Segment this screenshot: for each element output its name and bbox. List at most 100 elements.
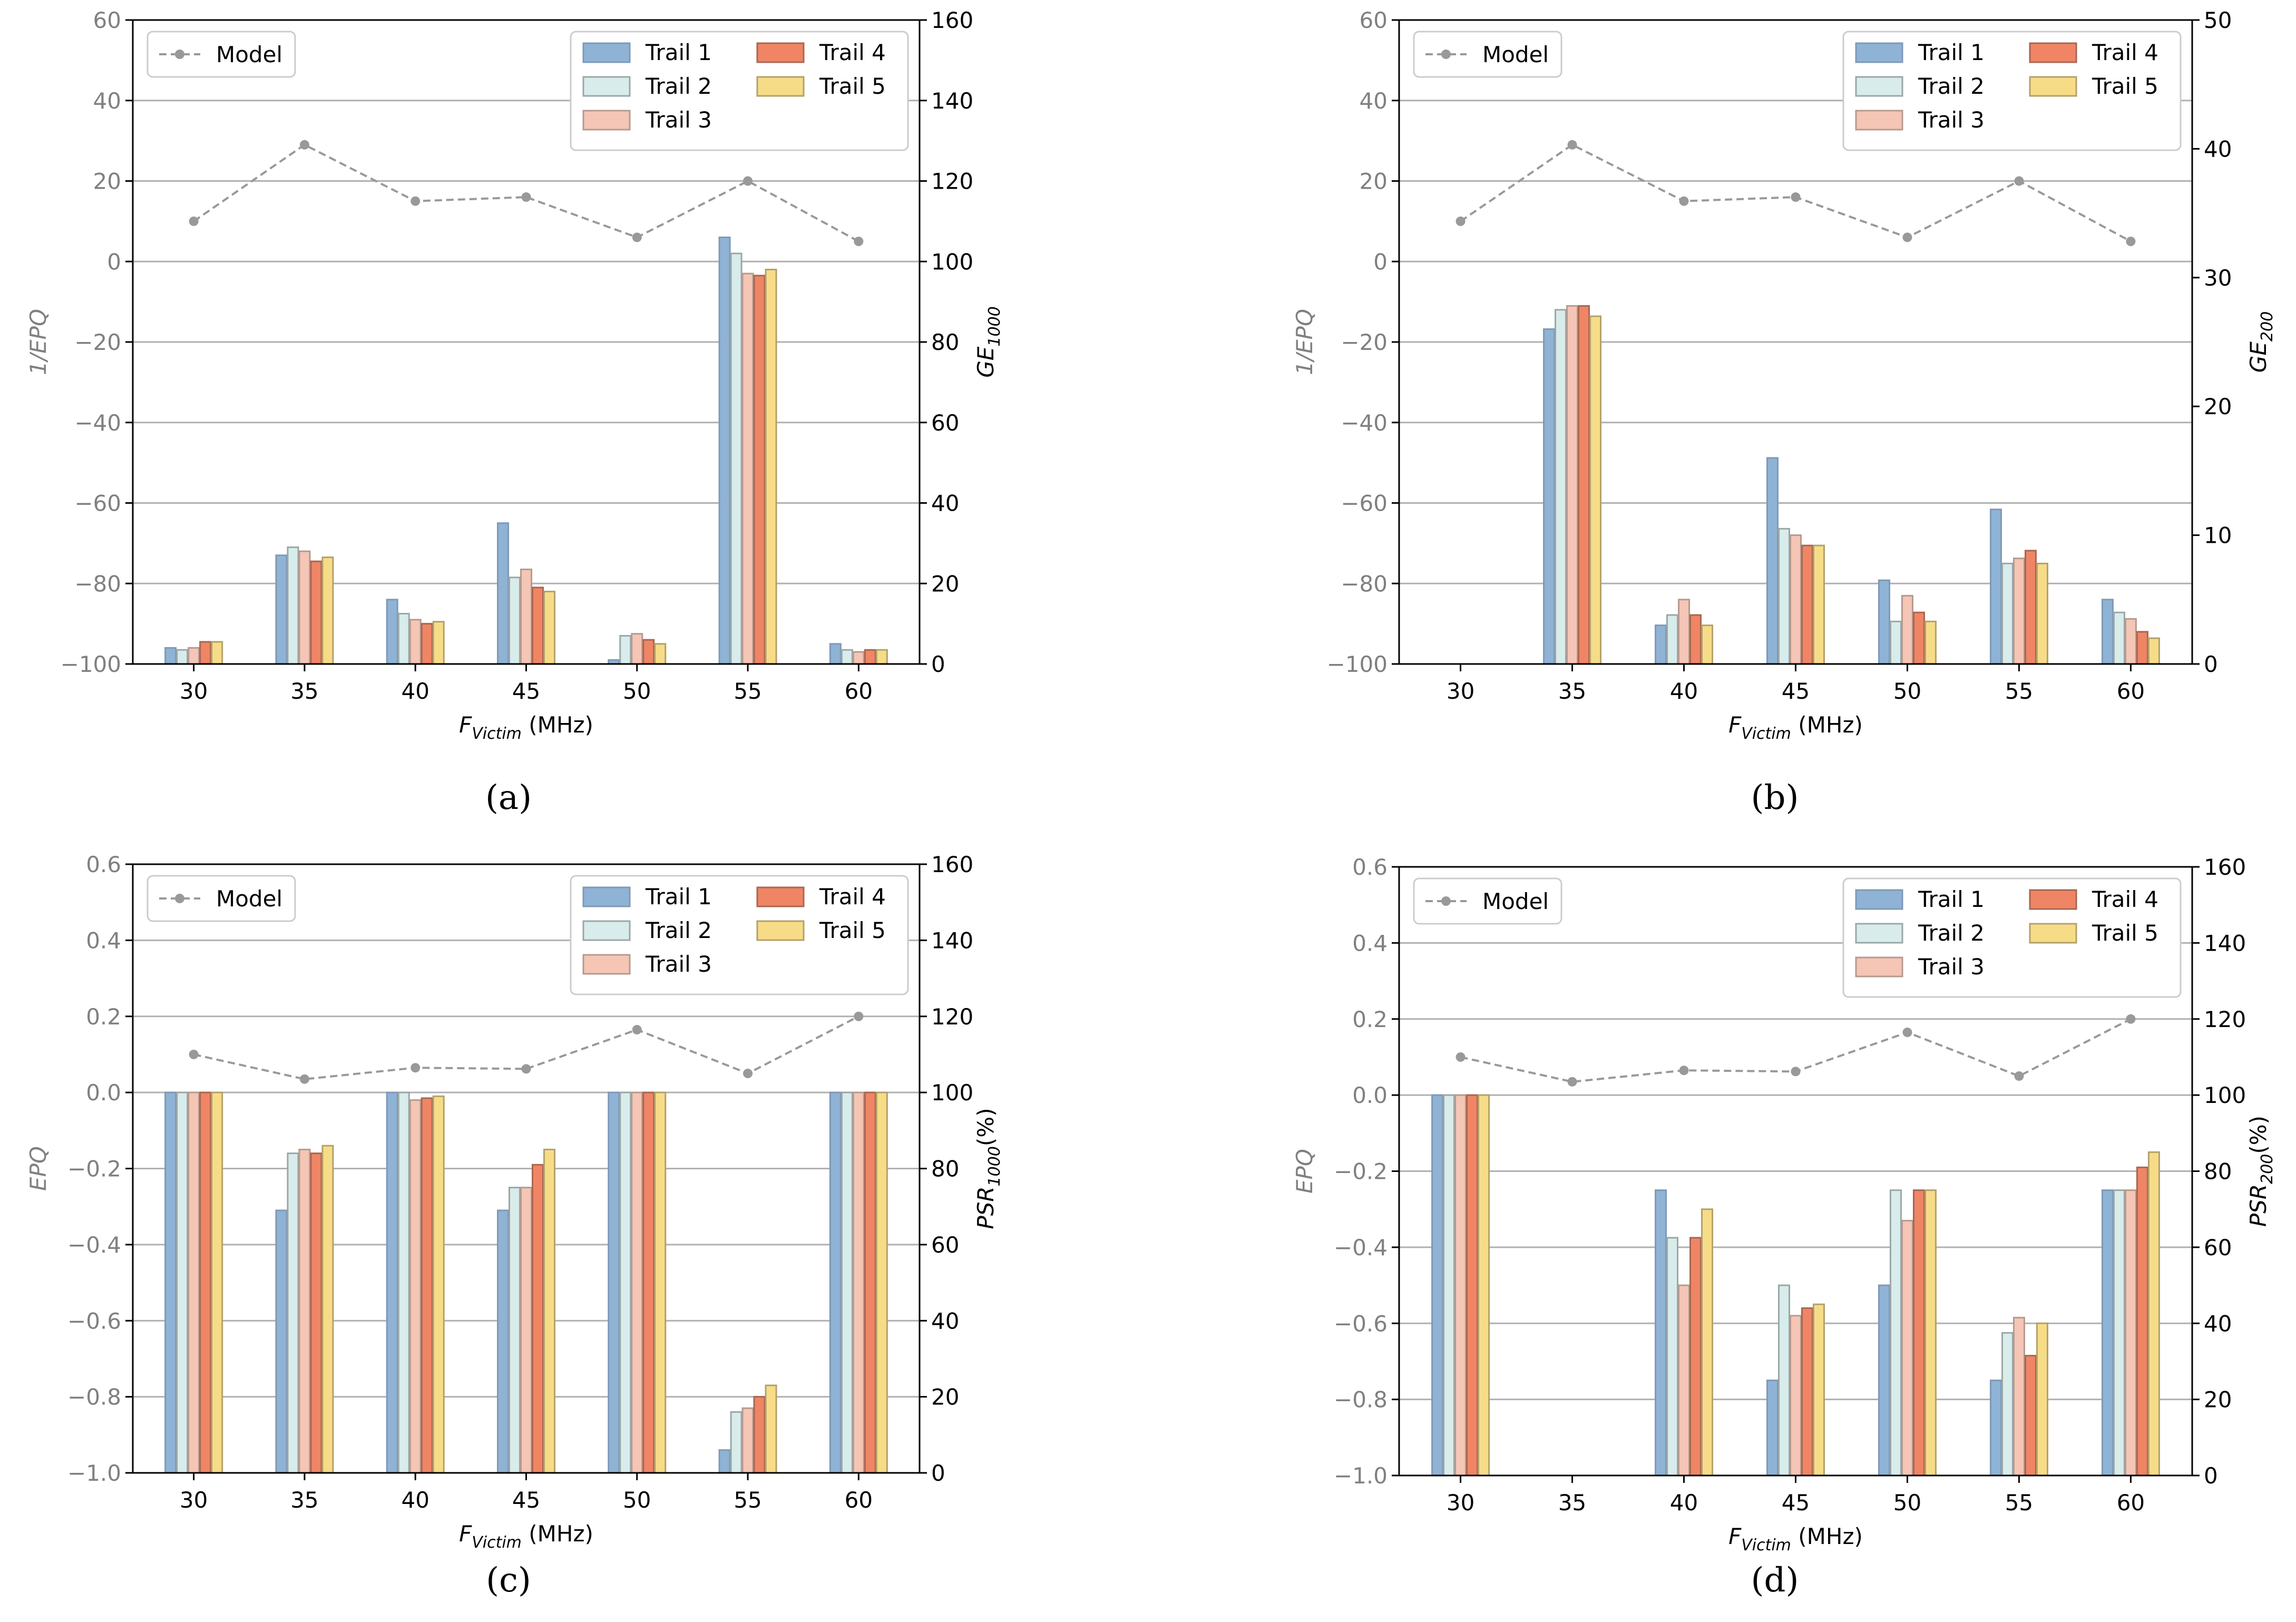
bar-trail-3-55 [2012,1316,2025,1477]
model-legend-marker [175,50,184,59]
x-axis-label-main: F [459,1521,472,1547]
model-point-35 [1567,1077,1577,1087]
right-tick-label: 160 [931,7,973,33]
right-axis-label-main: PSR [2245,1184,2271,1227]
x-tick-label: 60 [2117,678,2145,704]
x-tick-label: 60 [2117,1490,2145,1516]
left-tick-label: −0.8 [1334,1387,1388,1413]
bar-trail-5-30 [1478,1094,1490,1477]
model-point-30 [189,1049,199,1059]
right-tick-label: 100 [931,1080,973,1106]
right-tick-label: 20 [2204,1387,2232,1413]
right-tick-label: 0 [931,1460,945,1486]
x-axis-label-sub: Victim [472,1533,522,1552]
trail-legend [1842,31,2182,151]
bar-trail-1-55 [1989,509,2002,665]
x-tick-label: 30 [180,678,208,704]
chart-panel-d: −1.0 −0.8 −0.6 −0.4 −0.2 0.0 0.2 0.4 0.6 0 20 40 60 8… [1292,854,2277,1600]
model-point-45 [1791,192,1801,202]
right-axis-label-sub: 200 [2258,311,2277,341]
x-axis-label-unit: (MHz) [1791,1523,1863,1549]
bar-trail-5-55 [2036,1322,2048,1477]
left-tick-label: −0.2 [67,1156,121,1182]
x-tick-label: 30 [1447,678,1474,704]
model-point-40 [1679,1066,1689,1076]
trail-legend-label: Trail 2 [1918,920,1985,946]
bar-trail-5-45 [1813,1303,1825,1477]
bar-trail-2-55 [730,1411,742,1474]
model-legend-label: Model [216,886,282,912]
left-tick-label: 60 [1360,7,1388,33]
model-point-30 [1455,1052,1465,1062]
bar-trail-4-40 [421,1097,433,1474]
bar-trail-5-45 [1813,544,1825,665]
right-tick-label: 80 [931,1156,959,1182]
bar-trail-4-45 [532,1164,544,1474]
bar-trail-1-55 [1989,1380,2002,1477]
bar-trail-1-30 [164,1091,177,1474]
left-tick-label: −0.6 [67,1308,121,1334]
trail-legend [570,31,909,151]
bar-trail-2-45 [1778,1284,1790,1477]
trail-legend-label: Trail 3 [645,107,712,133]
left-tick-label: 0 [1373,249,1388,275]
left-tick-label: −0.2 [1334,1159,1388,1185]
bar-trail-4-60 [864,1091,876,1474]
left-tick-label: −0.8 [67,1384,121,1410]
x-tick-label: 35 [290,678,318,704]
left-axis-label: 1/EPQ [25,309,51,375]
model-legend-marker [1441,50,1451,59]
model-point-45 [521,1064,531,1074]
bar-trail-3-40 [409,1099,422,1474]
x-axis-label: FVictim (MHz) [1728,1523,1863,1555]
x-tick-label: 30 [1447,1490,1474,1516]
model-point-50 [1902,232,1912,242]
trail-legend-label: Trail 2 [1918,73,1985,99]
bar-trail-3-50 [1901,594,1913,665]
x-tick-label: 40 [401,1487,429,1513]
bar-trail-5-40 [432,621,445,665]
bar-trail-5-60 [2147,1151,2160,1477]
bar-trail-1-45 [497,522,509,665]
bar-trail-4-35 [1578,305,1590,665]
bar-trail-2-40 [397,613,410,665]
right-tick-label: 100 [2204,1082,2246,1108]
right-tick-label: 120 [931,169,973,194]
left-tick-label: −0.6 [1334,1311,1388,1336]
bar-trail-3-55 [741,1407,754,1474]
bar-trail-2-60 [841,1091,853,1474]
right-tick-label: 120 [931,1004,973,1030]
bar-trail-1-50 [1878,579,1890,665]
bar-trail-2-40 [1666,614,1679,665]
left-tick-label: −60 [74,491,121,516]
bar-trail-1-35 [275,554,288,665]
right-axis-label-sub: 1000 [985,306,1004,346]
bar-trail-1-35 [275,1209,288,1474]
left-tick-label: 0.2 [1352,1007,1388,1032]
bar-trail-2-50 [619,1091,632,1474]
chart-panel-c: −1.0 −0.8 −0.6 −0.4 −0.2 0.0 0.2 0.4 0.6 0 20 40 60 8… [25,852,1004,1600]
right-tick-label: 20 [931,1384,959,1410]
bar-trail-2-35 [287,1152,299,1474]
bar-trail-2-30 [1443,1094,1455,1477]
trail-legend-swatch [582,110,631,131]
left-tick-label: 40 [1360,88,1388,114]
left-tick-label: 0.2 [86,1004,121,1030]
x-tick-label: 35 [1558,1490,1586,1516]
bar-trail-1-60 [2101,1189,2114,1477]
bar-trail-4-45 [1801,1307,1813,1477]
bar-trail-5-55 [2036,562,2048,665]
model-legend [1413,31,1562,78]
bar-trail-4-55 [753,1396,766,1474]
x-tick-label: 45 [1782,678,1810,704]
bar-trail-1-60 [829,1091,842,1474]
right-tick-label: 140 [931,88,973,114]
bar-trail-3-50 [631,1091,643,1474]
trail-legend-label: Trail 1 [645,884,712,910]
bar-trail-5-35 [321,556,334,665]
x-tick-label: 50 [1893,678,1921,704]
right-tick-label: 120 [2204,1007,2246,1032]
x-axis-label-unit: (MHz) [522,712,593,738]
right-axis-label-suffix: (%) [2245,1116,2271,1154]
